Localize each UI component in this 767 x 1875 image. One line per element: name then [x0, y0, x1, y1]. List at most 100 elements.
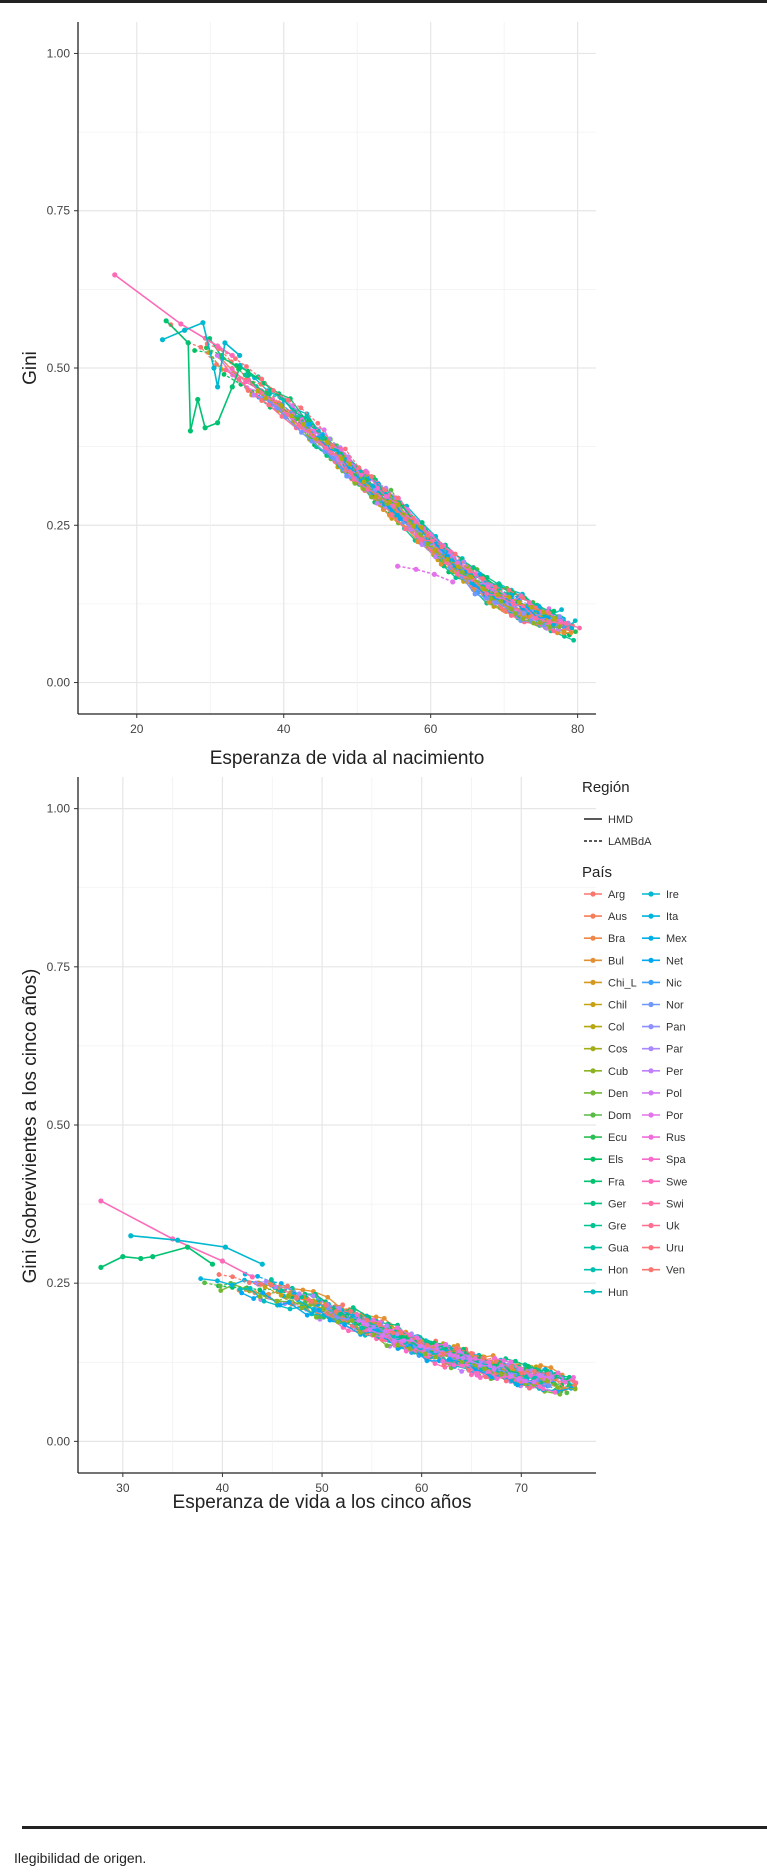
- data-point: [484, 595, 490, 601]
- data-point: [381, 1315, 387, 1321]
- data-point: [411, 523, 416, 529]
- data-point: [304, 413, 310, 419]
- data-point: [367, 1327, 373, 1333]
- data-point: [263, 1278, 269, 1284]
- data-point: [335, 1319, 341, 1325]
- data-point: [229, 366, 235, 372]
- data-point: [506, 587, 512, 593]
- data-point: [285, 1283, 290, 1289]
- data-point: [538, 1363, 544, 1368]
- data-point: [402, 526, 408, 532]
- data-point: [452, 551, 458, 557]
- data-point: [397, 516, 403, 522]
- legend-label-ger: Ger: [608, 1198, 627, 1210]
- y-tick-label: 0.75: [47, 960, 71, 974]
- data-point: [274, 1298, 280, 1304]
- series-uru: [204, 341, 552, 616]
- data-point: [482, 1366, 488, 1372]
- data-point: [200, 320, 206, 326]
- data-point: [351, 476, 357, 482]
- data-point: [508, 1359, 514, 1365]
- legend-country-title: País: [582, 864, 612, 881]
- data-point: [506, 594, 512, 600]
- data-point: [346, 457, 352, 462]
- data-point: [528, 1373, 534, 1378]
- data-point: [217, 1283, 223, 1289]
- y-tick-label: 0.00: [47, 1434, 71, 1448]
- data-point: [203, 345, 209, 351]
- data-point: [301, 421, 306, 427]
- x-tick-label: 60: [415, 1481, 429, 1495]
- data-point: [432, 554, 438, 560]
- data-point: [382, 1328, 388, 1334]
- data-point: [571, 1375, 576, 1380]
- data-point: [307, 421, 312, 427]
- data-point: [469, 1372, 474, 1378]
- legend-label-uk: Uk: [666, 1221, 680, 1233]
- data-point: [568, 630, 574, 636]
- data-point: [323, 1303, 329, 1308]
- data-point: [434, 1342, 440, 1348]
- data-point: [336, 1305, 342, 1311]
- legend-dot-dom: [590, 1112, 596, 1118]
- legend-dot-ger: [590, 1200, 596, 1206]
- legend-label-pol: Pol: [666, 1088, 682, 1100]
- legend-dot-pan: [648, 1024, 654, 1030]
- data-point: [483, 1374, 489, 1380]
- data-point: [237, 365, 243, 371]
- data-point: [395, 502, 401, 507]
- data-point: [346, 1328, 351, 1334]
- series-line-por: [397, 565, 454, 583]
- legend-dot-bul: [590, 957, 596, 963]
- data-point: [356, 465, 362, 471]
- data-point: [477, 1363, 483, 1368]
- series-por: [277, 393, 552, 616]
- data-point: [407, 1346, 413, 1352]
- data-point: [402, 516, 408, 522]
- data-point: [331, 456, 337, 461]
- data-point: [441, 1362, 447, 1368]
- series-line-dom: [329, 438, 551, 617]
- data-point: [364, 1322, 370, 1328]
- legend-label-aus: Aus: [608, 911, 627, 923]
- data-point: [259, 376, 265, 382]
- legend-label-gre: Gre: [608, 1221, 626, 1233]
- data-point: [524, 1363, 530, 1369]
- data-point: [239, 1290, 245, 1296]
- legend-dot-gua: [590, 1245, 596, 1251]
- legend-label-ire: Ire: [666, 889, 679, 901]
- data-point: [487, 1363, 493, 1369]
- data-point: [260, 1290, 266, 1296]
- data-point: [425, 541, 431, 547]
- data-point: [333, 1309, 339, 1314]
- legend-label-dom: Dom: [608, 1110, 631, 1122]
- data-point: [229, 384, 235, 390]
- data-point: [223, 367, 228, 373]
- data-point: [285, 397, 291, 403]
- data-point: [361, 479, 367, 485]
- data-point: [501, 1358, 507, 1364]
- legend-label-cub: Cub: [608, 1066, 628, 1078]
- legend-label-chi_l: Chi_L: [608, 977, 637, 989]
- data-point: [459, 1359, 465, 1365]
- data-point: [251, 1296, 257, 1301]
- data-point: [424, 1358, 430, 1364]
- data-point: [163, 318, 169, 324]
- data-point: [255, 388, 261, 394]
- data-point: [444, 557, 450, 562]
- data-point: [192, 348, 198, 353]
- data-point: [349, 1324, 355, 1330]
- legend-label-els: Els: [608, 1154, 624, 1166]
- data-point: [548, 1365, 554, 1371]
- data-point: [509, 1373, 515, 1379]
- data-point: [531, 1379, 537, 1385]
- data-point: [471, 565, 476, 571]
- data-point: [447, 1352, 453, 1357]
- data-point: [159, 337, 166, 343]
- data-point: [533, 615, 539, 621]
- legend-dot-uk: [648, 1222, 654, 1229]
- data-point: [391, 504, 397, 509]
- data-point: [150, 1254, 156, 1260]
- data-point: [454, 1345, 459, 1351]
- legend-dot-nic: [648, 979, 654, 985]
